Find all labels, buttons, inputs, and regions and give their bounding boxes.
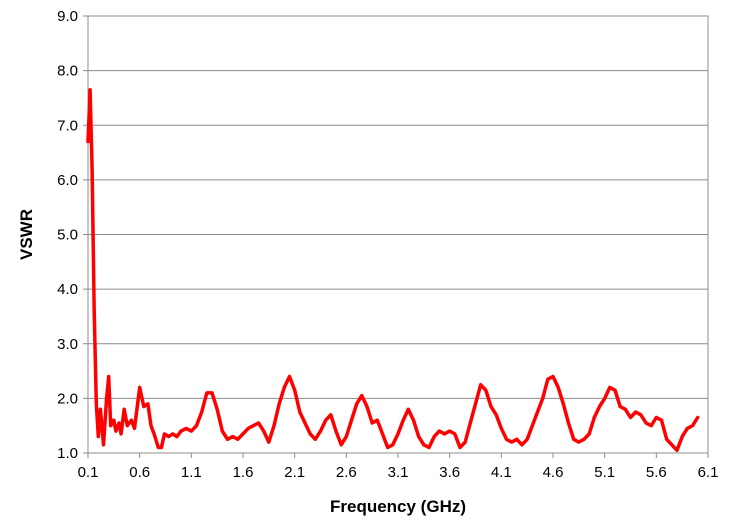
y-tick-labels: 1.0 2.0 3.0 4.0 5.0 6.0 7.0 8.0 9.0 — [57, 8, 78, 462]
x-tick-label: 4.1 — [491, 464, 512, 481]
grid-lines — [83, 15, 709, 458]
x-tick-label: 1.6 — [233, 464, 254, 481]
x-tick-label: 1.1 — [181, 464, 202, 481]
x-tick-label: 3.1 — [388, 464, 409, 481]
y-tick-label: 6.0 — [57, 172, 78, 189]
x-tick-label: 0.1 — [78, 464, 99, 481]
x-tick-label: 2.1 — [284, 464, 305, 481]
x-tick-label: 2.6 — [336, 464, 357, 481]
x-tick-label: 5.6 — [646, 464, 667, 481]
y-tick-label: 5.0 — [57, 227, 78, 244]
x-axis-title: Frequency (GHz) — [330, 497, 466, 516]
y-tick-label: 7.0 — [57, 117, 78, 134]
x-tick-label: 6.1 — [698, 464, 719, 481]
x-tick-label: 4.6 — [543, 464, 564, 481]
y-tick-label: 4.0 — [57, 281, 78, 298]
y-tick-label: 8.0 — [57, 63, 78, 80]
x-tick-label: 3.6 — [439, 464, 460, 481]
y-axis-title: VSWR — [17, 209, 36, 260]
x-tick-label: 0.6 — [129, 464, 150, 481]
x-tick-label: 5.1 — [594, 464, 615, 481]
y-tick-label: 2.0 — [57, 390, 78, 407]
y-tick-label: 1.0 — [57, 445, 78, 462]
vswr-series-line — [86, 87, 700, 453]
x-tick-labels: 0.1 0.6 1.1 1.6 2.1 2.6 3.1 3.6 4.1 4.6 5.1 5.6 6.1 — [78, 464, 719, 481]
y-tick-label: 3.0 — [57, 336, 78, 353]
plot-frame — [87, 15, 709, 454]
y-tick-label: 9.0 — [57, 8, 78, 25]
